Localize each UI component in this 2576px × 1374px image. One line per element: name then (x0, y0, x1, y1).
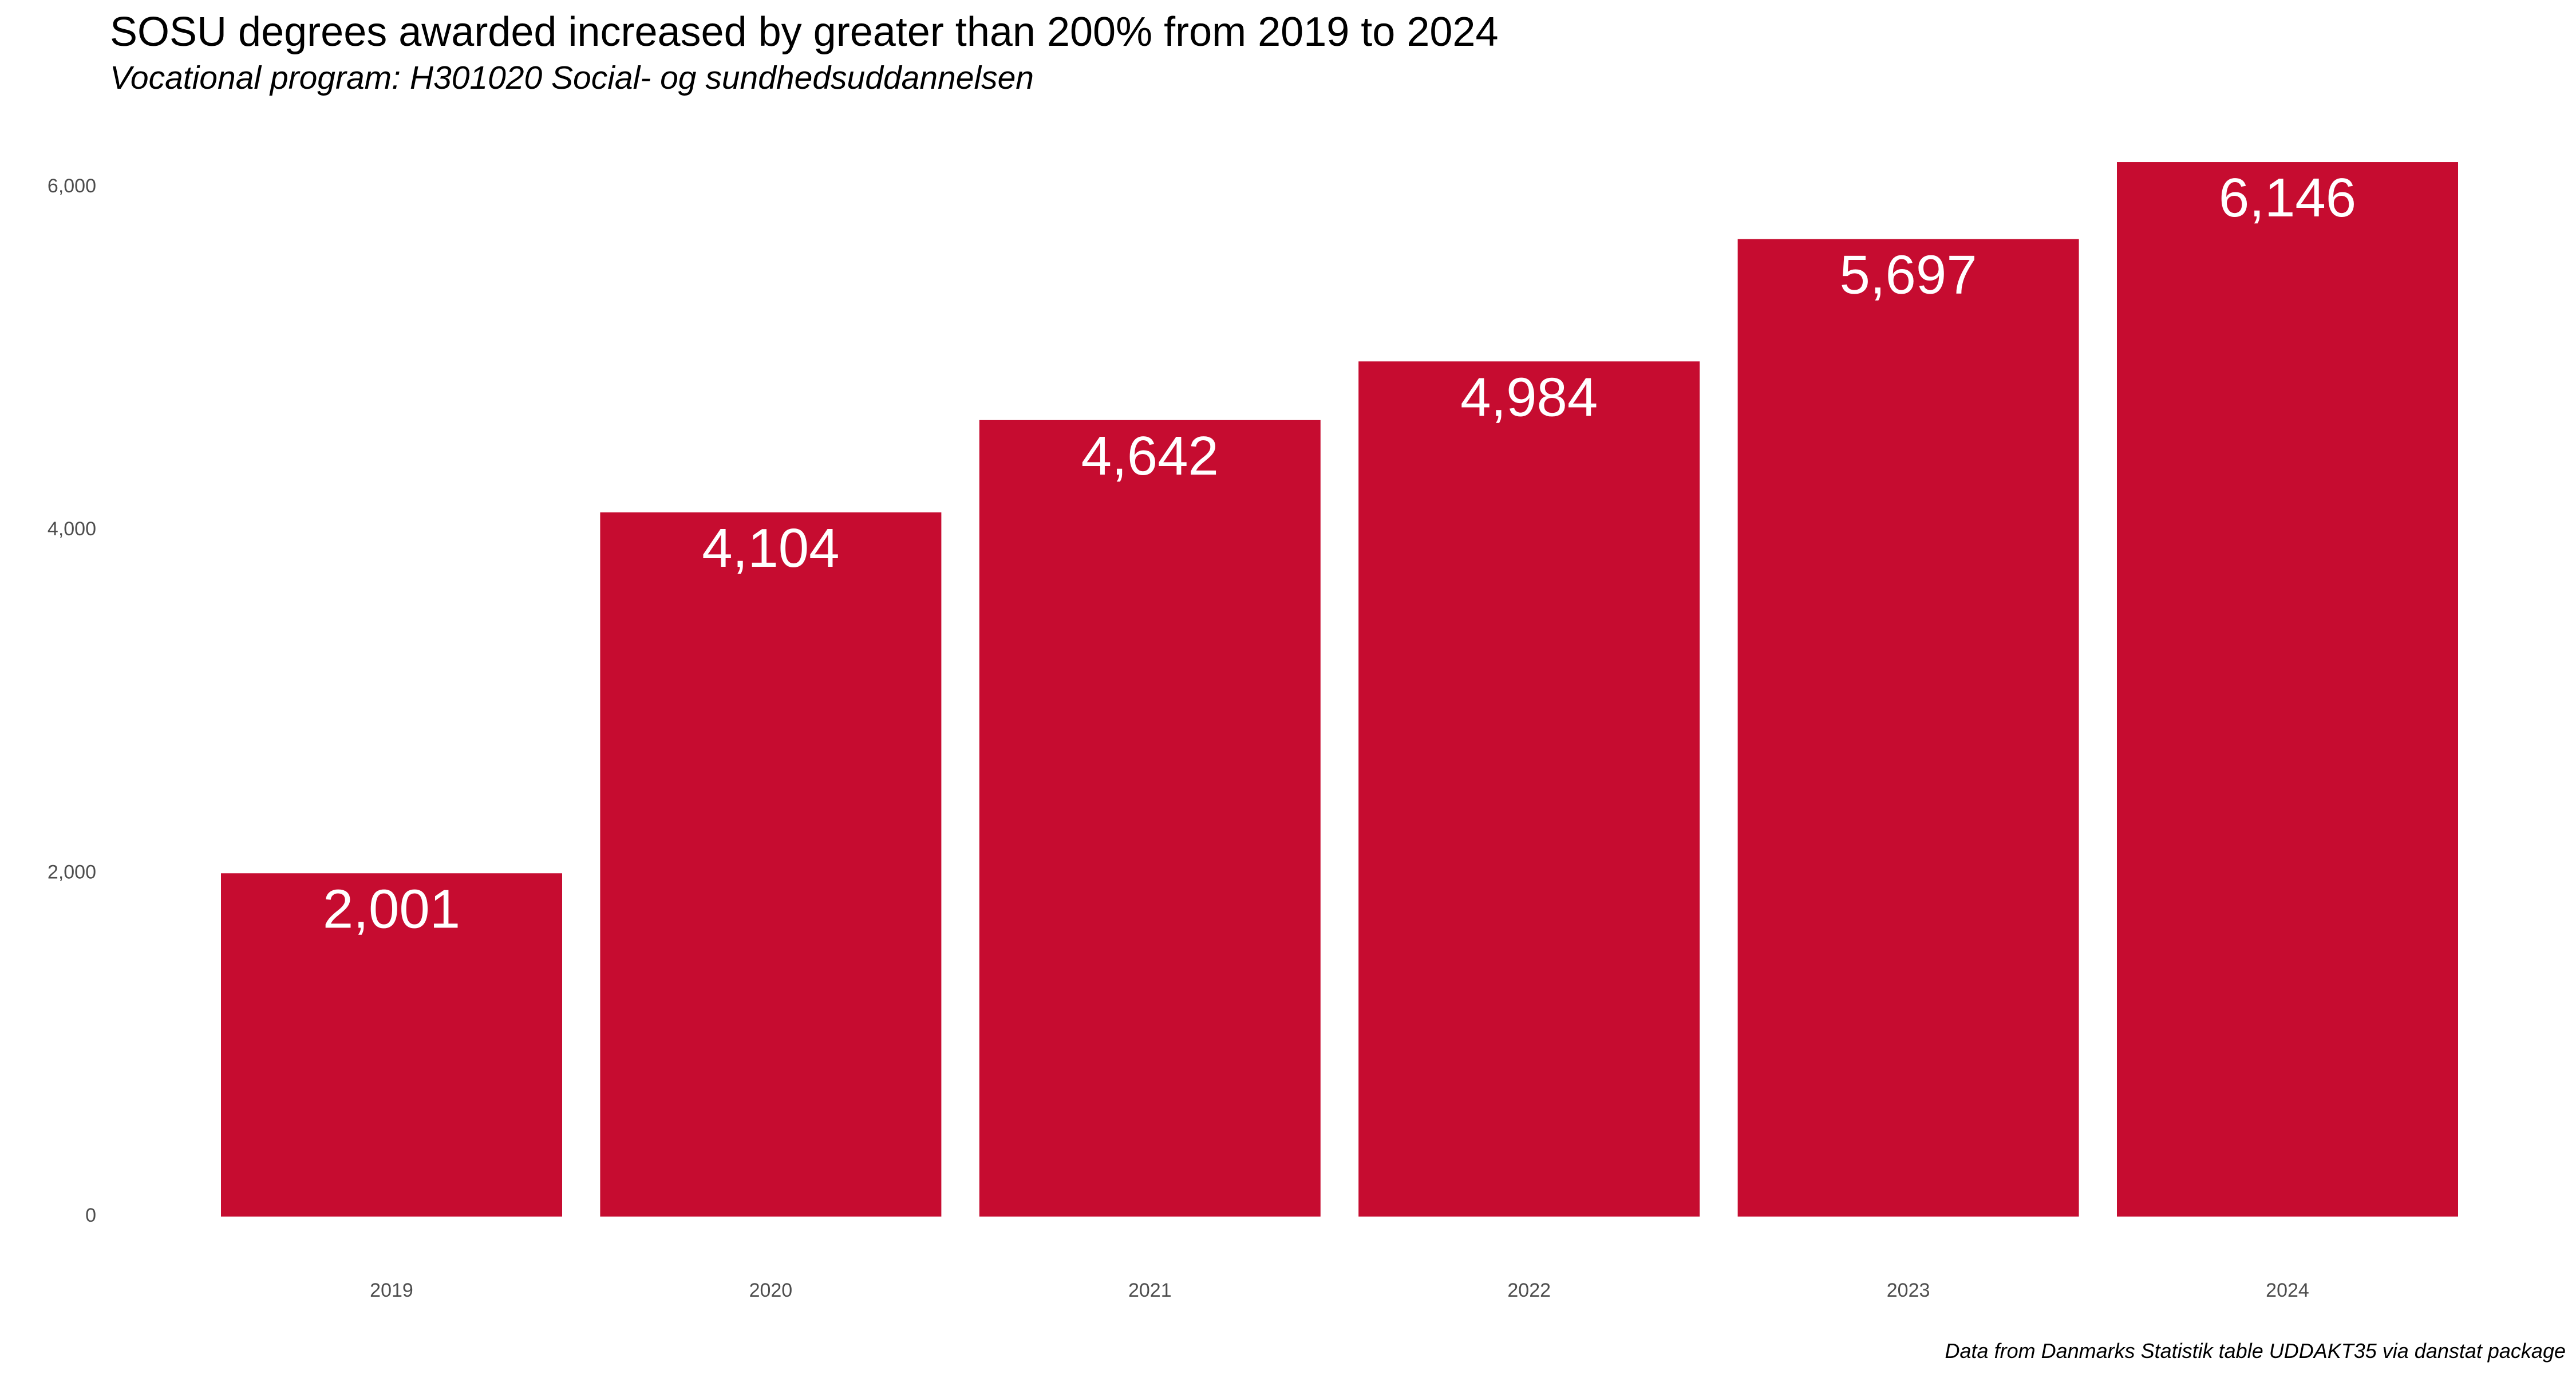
bar-2021 (979, 420, 1321, 1217)
bar-value-label: 4,984 (1460, 366, 1598, 428)
bar-value-label: 2,001 (323, 878, 460, 939)
x-tick-label: 2020 (749, 1280, 793, 1301)
chart-subtitle: Vocational program: H301020 Social- og s… (110, 60, 1034, 96)
x-tick-label: 2022 (1507, 1280, 1551, 1301)
bar-value-label: 5,697 (1839, 244, 1977, 306)
y-axis-ticks: 0 2,000 4,000 6,000 (48, 175, 96, 1226)
chart-caption: Data from Danmarks Statistik table UDDAK… (1945, 1339, 2566, 1363)
bar-value-label: 4,104 (702, 518, 839, 579)
bar-2023 (1737, 239, 2079, 1217)
bar-2022 (1358, 361, 1700, 1217)
x-tick-label: 2021 (1128, 1280, 1172, 1301)
x-axis-ticks: 2019 2020 2021 2022 2023 2024 (370, 1280, 2309, 1301)
bar-value-label: 4,642 (1081, 425, 1219, 487)
y-tick-label: 0 (85, 1205, 96, 1226)
y-tick-label: 4,000 (48, 518, 96, 540)
bar-value-labels: 2,001 4,104 4,642 4,984 5,697 6,146 (323, 167, 2356, 939)
bar-2020 (600, 512, 942, 1217)
chart-title: SOSU degrees awarded increased by greate… (110, 9, 1499, 55)
y-tick-label: 6,000 (48, 175, 96, 197)
bar-value-label: 6,146 (2219, 167, 2356, 228)
y-tick-label: 2,000 (48, 862, 96, 883)
x-tick-label: 2019 (370, 1280, 413, 1301)
bar-2024 (2117, 162, 2458, 1217)
x-tick-label: 2024 (2266, 1280, 2309, 1301)
bar-2019 (221, 873, 562, 1217)
bars (221, 162, 2458, 1217)
x-tick-label: 2023 (1887, 1280, 1930, 1301)
